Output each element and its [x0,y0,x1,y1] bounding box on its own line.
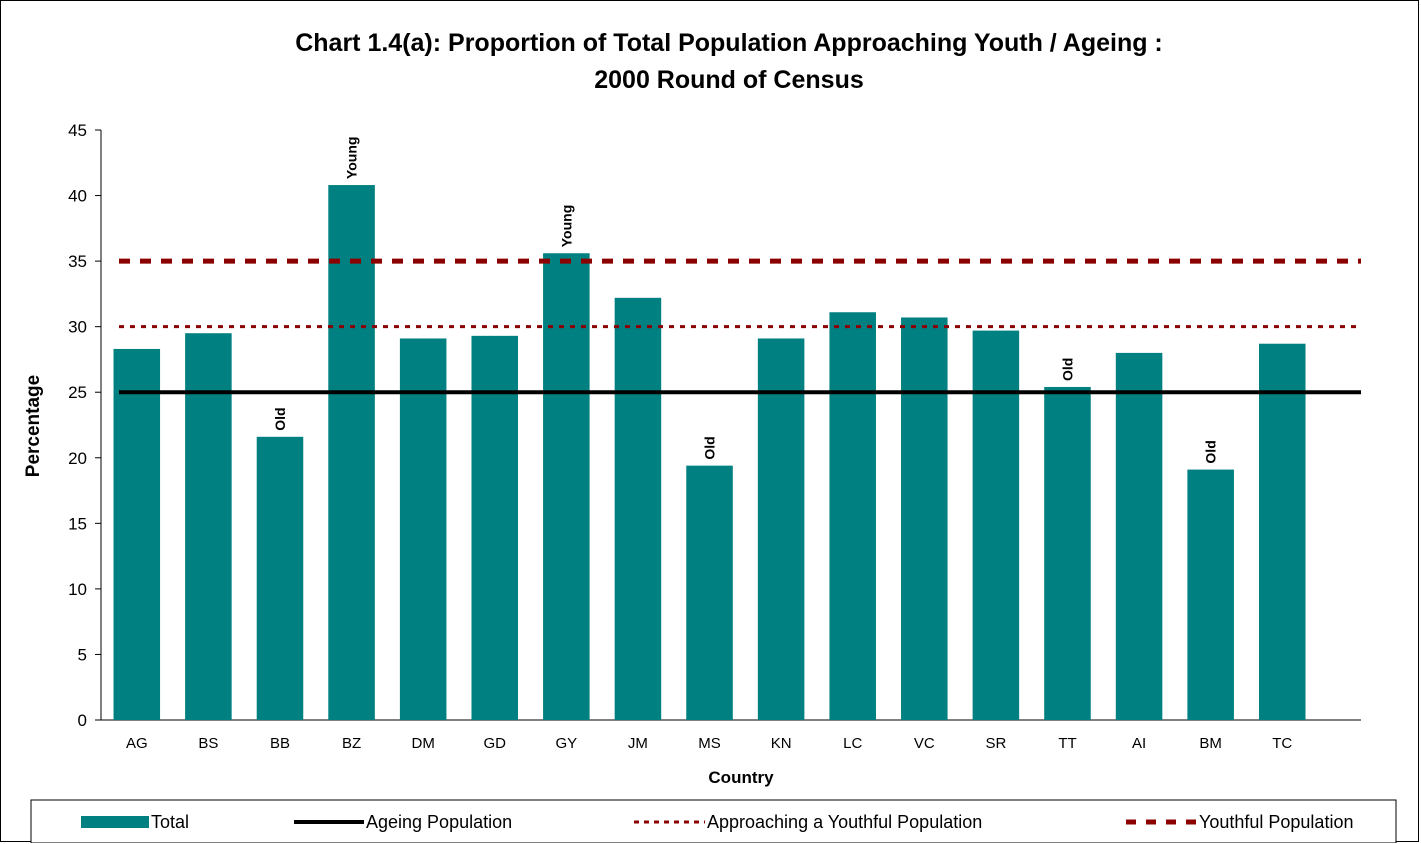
x-tick-label: AI [1132,735,1146,752]
bar-bs [185,333,232,720]
y-tick-label: 20 [68,449,87,468]
bar-lc [829,312,876,720]
bar-ms [686,465,733,720]
chart-title: Chart 1.4(a): Proportion of Total Popula… [295,29,1163,57]
bar-ag [113,348,161,720]
legend-swatch-total [81,816,149,828]
y-tick-label: 10 [68,580,87,599]
y-tick-label: 0 [78,711,87,730]
x-tick-label: TC [1272,735,1292,752]
annotation-old: Old [1059,358,1075,381]
legend-label-approaching: Approaching a Youthful Population [707,812,982,832]
x-tick-label: GY [555,735,577,752]
x-tick-label: DM [411,735,434,752]
x-tick-label: VC [914,735,935,752]
legend-label-ageing: Ageing Population [366,812,512,832]
bar-bb [256,436,304,720]
x-tick-label: AG [126,735,148,752]
y-tick-label: 5 [78,645,87,664]
annotation-young: Young [558,205,574,248]
annotation-old: Old [272,407,288,430]
annotation-young: Young [344,137,360,180]
chart-subtitle: 2000 Round of Census [594,66,864,94]
y-tick-label: 15 [68,514,87,533]
x-tick-label: GD [484,735,507,752]
bar-jm [614,297,662,720]
x-tick-label: BM [1199,735,1222,752]
bar-tt [1044,386,1091,720]
bar-ai [1115,352,1163,720]
y-tick-label: 25 [68,383,87,402]
bar-kn [757,338,805,720]
x-tick-label: KN [771,735,792,752]
bar-bm [1187,469,1234,720]
bar-gy [543,253,590,720]
x-tick-label: SR [985,735,1006,752]
x-axis-label: Country [708,768,774,787]
x-tick-label: MS [698,735,721,752]
bar-dm [399,338,447,720]
y-axis-label: Percentage [23,375,44,477]
x-tick-label: LC [843,735,862,752]
bar-vc [901,317,948,720]
y-tick-label: 30 [68,318,87,337]
x-tick-label: BZ [342,735,361,752]
bar-sr [972,330,1020,720]
annotation-old: Old [1203,440,1219,463]
bar-gd [471,335,519,720]
legend: Total Ageing Population Approaching a Yo… [30,799,1397,843]
x-tick-label: BB [270,735,290,752]
legend-label-total: Total [151,812,189,832]
x-tick-label: JM [628,735,648,752]
y-tick-label: 45 [68,121,87,140]
y-tick-label: 35 [68,252,87,271]
legend-label-youthful: Youthful Population [1199,812,1353,832]
plot-area: 0 5 10 15 20 25 30 35 40 45 AG BS BB BZ DM GD GY JM MS KN LC… [68,121,1361,752]
bar-tc [1258,343,1306,720]
y-tick-label: 40 [68,187,87,206]
x-tick-label: BS [198,735,218,752]
x-tick-label: TT [1058,735,1076,752]
bar-bz [328,185,375,721]
annotation-old: Old [702,436,718,459]
